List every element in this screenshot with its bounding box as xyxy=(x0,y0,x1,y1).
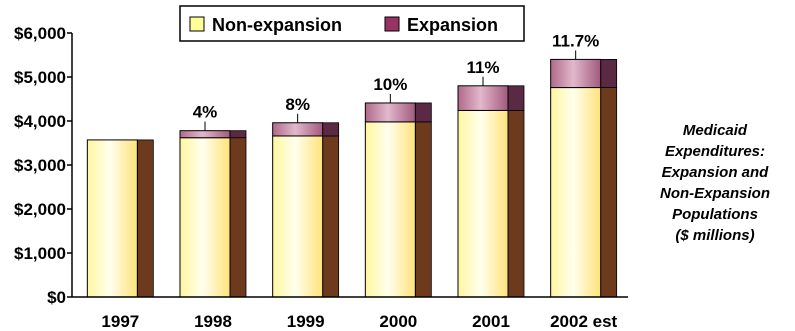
legend-swatch-expansion xyxy=(384,16,400,32)
data-label: 11.7% xyxy=(552,31,599,50)
bar-non-expansion xyxy=(457,109,509,298)
legend: Non-expansion Expansion xyxy=(179,5,525,42)
bar-side-expansion xyxy=(600,59,618,88)
legend-swatch-non-expansion xyxy=(189,16,205,32)
chart-title-line-6: ($ millions) xyxy=(675,227,755,244)
x-tick-label: 1998 xyxy=(194,312,232,331)
y-tick-label: $1,000 xyxy=(14,244,66,263)
data-label: 4% xyxy=(193,103,218,122)
y-tick-label: $0 xyxy=(47,288,66,307)
x-tick-label: 2002 est xyxy=(550,312,617,331)
x-tick-label: 2000 xyxy=(379,312,417,331)
chart-title: Medicaid Expenditures: Expansion and Non… xyxy=(640,120,790,246)
bar-expansion xyxy=(550,58,602,89)
y-tick-label: $3,000 xyxy=(14,156,66,175)
bar-non-expansion xyxy=(272,135,324,298)
y-tick-label: $5,000 xyxy=(14,68,66,87)
x-tick-label: 2001 xyxy=(472,312,510,331)
data-label: 11% xyxy=(466,58,499,77)
x-tick-label: 1997 xyxy=(101,312,139,331)
chart-title-line-5: Populations xyxy=(672,206,758,223)
bar-side-expansion xyxy=(414,102,432,123)
bar-side-expansion xyxy=(322,122,340,137)
bar-non-expansion xyxy=(550,87,602,298)
bar-side-non-expansion xyxy=(229,137,247,298)
chart-title-line-2: Expenditures: xyxy=(664,143,766,160)
y-tick-label: $4,000 xyxy=(14,112,66,131)
bar-side-expansion xyxy=(229,130,247,139)
bar-non-expansion xyxy=(364,121,416,298)
bar-side-non-expansion xyxy=(322,135,340,298)
bar-side-non-expansion xyxy=(507,110,525,298)
bar-side-non-expansion xyxy=(136,139,154,298)
data-label: 8% xyxy=(285,95,310,114)
chart-title-line-3: Expansion and xyxy=(661,164,769,181)
bar-non-expansion xyxy=(86,139,138,298)
y-tick-label: $6,000 xyxy=(14,24,66,43)
bar-expansion xyxy=(179,130,231,139)
bar-side-expansion xyxy=(507,85,525,111)
chart-title-line-1: Medicaid xyxy=(682,122,748,139)
legend-label-expansion: Expansion xyxy=(407,15,498,35)
legend-box xyxy=(179,5,525,42)
bar-non-expansion xyxy=(179,137,231,298)
data-label: 10% xyxy=(373,75,407,94)
bar-expansion xyxy=(457,85,509,111)
bar-chart: $0 $1,000 $2,000 $3,000 $4,000 $5,000 $6,000 19… xyxy=(14,5,628,331)
bar-side-non-expansion xyxy=(600,87,618,298)
bar-expansion xyxy=(272,122,324,137)
y-tick-label: $2,000 xyxy=(14,200,66,219)
bar-expansion xyxy=(364,102,416,123)
chart-title-line-4: Non-Expansion xyxy=(659,185,770,202)
x-tick-label: 1999 xyxy=(287,312,325,331)
legend-label-non-expansion: Non-expansion xyxy=(212,15,342,35)
bar-side-non-expansion xyxy=(414,121,432,298)
